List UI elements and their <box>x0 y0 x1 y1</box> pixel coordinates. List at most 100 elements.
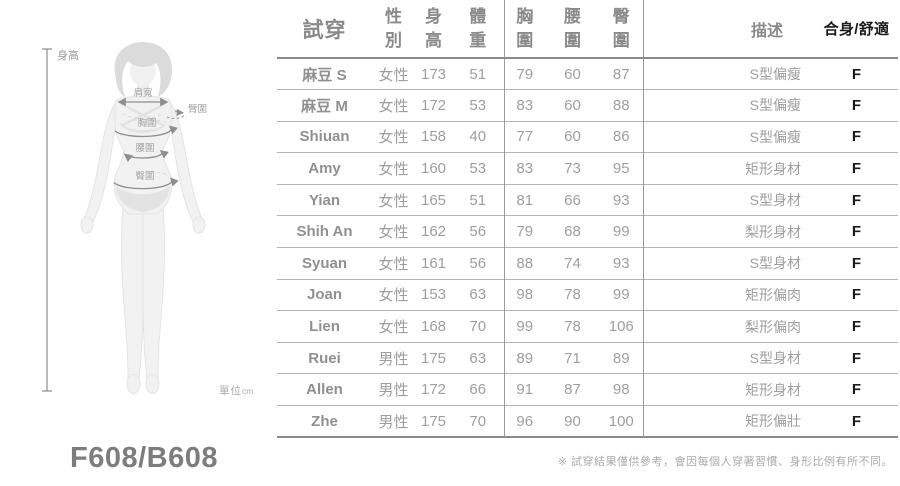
cell-fit: F <box>851 381 862 399</box>
height-measure-line <box>42 48 52 392</box>
cell-gender: 男性 <box>378 350 409 368</box>
cell-hip: 100 <box>608 412 634 430</box>
col-header-tryon: 試穿 <box>277 0 372 58</box>
col-header-waist-label: 腰圍 <box>564 7 581 50</box>
cell-description: S型身材 <box>642 184 815 216</box>
cell-gender: 女性 <box>378 66 409 84</box>
col-header-height: 身高 <box>415 0 452 58</box>
cell-weight: 66 <box>469 381 487 399</box>
cell-gender: 男性 <box>378 382 409 400</box>
cell-fit: F <box>851 191 862 209</box>
cell-fit: F <box>851 254 862 272</box>
cell-hip: 98 <box>612 381 630 399</box>
height-label: 身高 <box>57 48 79 62</box>
table-row: Amy 女性 160 53 83 73 95 矩形身材 F <box>277 152 898 185</box>
cell-bust: 77 <box>503 121 545 153</box>
silhouette-bikini-bottom <box>116 186 170 212</box>
cell-description: 矩形偏壯 <box>642 405 815 438</box>
cell-weight: 40 <box>469 128 487 146</box>
size-table-body: 麻豆 S 女性 173 51 79 60 87 S型偏瘦 F 麻豆 M 女性 1… <box>277 58 898 438</box>
cell-waist: 73 <box>564 160 581 178</box>
cell-bust: 98 <box>503 279 545 311</box>
cell-waist: 87 <box>564 381 581 399</box>
cell-waist: 78 <box>564 318 581 336</box>
cell-waist: 68 <box>564 223 581 241</box>
product-code: F608/B608 <box>70 442 218 474</box>
unit-note: 單位cm <box>219 381 253 399</box>
col-header-fit-label: 合身/舒適 <box>823 21 890 38</box>
cell-height: 168 <box>420 318 447 336</box>
waist-label: 腰圍 <box>135 143 154 154</box>
cell-gender: 女性 <box>378 192 409 210</box>
cell-tryon-name: Allen <box>306 381 343 399</box>
cell-height: 161 <box>420 254 447 272</box>
cell-bust: 96 <box>503 405 545 438</box>
cell-bust: 88 <box>503 247 545 280</box>
waist-circumference-arrow <box>123 150 170 163</box>
table-row: Shiuan 女性 158 40 77 60 86 S型偏瘦 F <box>277 121 898 153</box>
unit-prefix: 單位 <box>219 385 242 397</box>
arm-label: 臂圍 <box>188 103 207 115</box>
cell-description: 矩形身材 <box>642 152 815 185</box>
cell-fit: F <box>851 65 862 83</box>
cell-tryon-name: Lien <box>309 318 340 336</box>
cell-waist: 78 <box>564 286 581 304</box>
cell-tryon-name: Shih An <box>296 223 353 241</box>
cell-fit: F <box>851 349 862 367</box>
cell-tryon-name: Yian <box>308 191 341 209</box>
arm-circumference-arrow <box>166 108 185 119</box>
cell-waist: 60 <box>564 65 581 83</box>
cell-bust: 81 <box>503 184 545 216</box>
cell-description: S型偏瘦 <box>642 121 815 153</box>
female-silhouette-illustration: 身高 <box>42 42 207 394</box>
col-header-bust: 胸圍 <box>503 0 545 58</box>
col-header-weight: 體重 <box>452 0 504 58</box>
cell-height: 162 <box>420 223 447 241</box>
cell-tryon-name: Ruei <box>308 349 341 367</box>
col-header-fit: 合身/舒適 <box>815 0 898 58</box>
cell-weight: 63 <box>469 286 487 304</box>
cell-tryon-name: Syuan <box>301 254 347 272</box>
cell-tryon-name: Zhe <box>311 412 338 430</box>
cell-weight: 56 <box>469 254 487 272</box>
cell-fit: F <box>851 223 862 241</box>
cell-fit: F <box>851 318 862 336</box>
cell-height: 158 <box>420 128 447 146</box>
cell-weight: 53 <box>469 96 487 114</box>
col-header-hip: 臀圍 <box>600 0 643 58</box>
shoulder-label: 肩寬 <box>133 87 153 99</box>
table-row: Allen 男性 172 66 91 87 98 矩形身材 F <box>277 373 898 406</box>
col-header-height-label: 身高 <box>425 7 442 50</box>
cell-gender: 男性 <box>378 413 409 431</box>
cell-waist: 66 <box>564 191 581 209</box>
cell-height: 175 <box>420 412 447 430</box>
cell-gender: 女性 <box>378 224 409 242</box>
bust-circumference-arrow <box>114 119 178 138</box>
cell-height: 173 <box>420 65 447 83</box>
cell-height: 172 <box>420 381 447 399</box>
cell-description: 矩形身材 <box>642 373 815 406</box>
cell-hip: 99 <box>612 286 630 304</box>
col-header-bust-label: 胸圍 <box>516 7 534 50</box>
cell-description: S型偏瘦 <box>642 58 815 90</box>
cell-tryon-name: 麻豆 M <box>301 97 348 115</box>
silhouette-head <box>114 42 173 98</box>
cell-description: S型身材 <box>642 247 815 280</box>
table-row: Syuan 女性 161 56 88 74 93 S型身材 F <box>277 247 898 280</box>
table-row: 麻豆 M 女性 172 53 83 60 88 S型偏瘦 F <box>277 89 898 122</box>
cell-tryon-name: Shiuan <box>299 128 350 146</box>
cell-fit: F <box>851 286 862 304</box>
cell-hip: 95 <box>612 160 630 178</box>
cell-weight: 70 <box>469 318 487 336</box>
table-row: Joan 女性 153 63 98 78 99 矩形偏肉 F <box>277 279 898 311</box>
table-header-row: 試穿 性別 身高 體重 胸圍 腰圍 臀圍 描述 合身/舒適 <box>277 0 898 58</box>
col-header-description-label: 描述 <box>750 22 783 40</box>
cell-fit: F <box>851 412 862 430</box>
silhouette-legs <box>121 207 165 394</box>
body-measurement-diagram: 身高 <box>35 40 265 400</box>
cell-weight: 70 <box>469 412 487 430</box>
silhouette-bikini-top <box>118 102 168 133</box>
cell-height: 172 <box>420 96 447 114</box>
table-row: Zhe 男性 175 70 96 90 100 矩形偏壯 F <box>277 405 898 438</box>
cell-hip: 88 <box>612 96 630 114</box>
